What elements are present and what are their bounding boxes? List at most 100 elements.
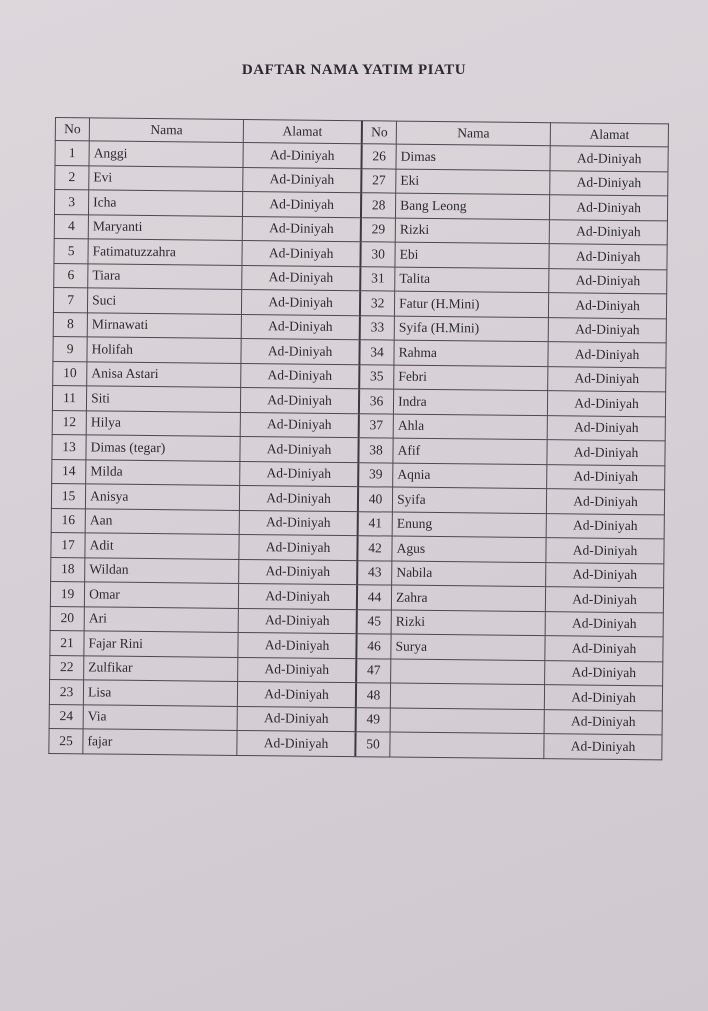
cell-no: 33 — [359, 315, 395, 341]
cell-alamat: Ad-Diniyah — [242, 191, 362, 218]
cell-nama: Nabila — [391, 560, 546, 587]
cell-alamat: Ad-Diniyah — [548, 317, 667, 343]
cell-no: 28 — [360, 192, 396, 218]
cell-no: 49 — [355, 707, 391, 733]
cell-nama: Syifa — [392, 487, 547, 514]
cell-nama: Aan — [85, 508, 240, 535]
table-row: 25 fajar Ad-Diniyah 50 Ad-Diniyah — [48, 728, 663, 760]
cell-alamat: Ad-Diniyah — [237, 681, 357, 708]
cell-nama: Fatimatuzzahra — [88, 238, 243, 265]
cell-alamat: Ad-Diniyah — [242, 166, 362, 193]
orphan-list-table: No Nama Alamat No Nama Alamat 1 Anggi Ad-D… — [48, 117, 669, 760]
cell-nama — [390, 707, 545, 734]
cell-alamat: Ad-Diniyah — [544, 709, 663, 735]
cell-alamat: Ad-Diniyah — [545, 562, 664, 588]
cell-no: 36 — [358, 388, 394, 414]
cell-alamat: Ad-Diniyah — [550, 145, 669, 172]
cell-no: 24 — [49, 703, 84, 729]
cell-nama: Evi — [88, 165, 244, 192]
cell-no: 30 — [360, 241, 396, 267]
cell-nama: Milda — [85, 459, 241, 486]
cell-nama: Bang Leong — [395, 193, 550, 220]
cell-alamat: Ad-Diniyah — [546, 513, 665, 539]
cell-no: 41 — [357, 511, 393, 537]
cell-nama: Zulfikar — [83, 655, 238, 682]
cell-no: 44 — [356, 584, 392, 610]
cell-alamat: Ad-Diniyah — [549, 170, 668, 196]
cell-alamat: Ad-Diniyah — [546, 488, 665, 515]
cell-alamat: Ad-Diniyah — [546, 464, 665, 490]
cell-alamat: Ad-Diniyah — [547, 439, 666, 466]
cell-no: 45 — [356, 609, 392, 635]
cell-no: 12 — [52, 409, 87, 435]
cell-alamat: Ad-Diniyah — [237, 632, 357, 659]
cell-no: 35 — [359, 364, 395, 390]
header-nama: Nama — [396, 121, 551, 146]
cell-nama: Dimas — [396, 144, 551, 171]
cell-alamat: Ad-Diniyah — [241, 313, 360, 340]
cell-nama — [389, 732, 545, 759]
cell-no: 1 — [54, 140, 90, 166]
cell-no: 37 — [358, 413, 394, 439]
cell-nama: Holifah — [87, 336, 242, 363]
cell-nama: Aqnia — [392, 462, 548, 489]
cell-no: 20 — [50, 605, 85, 631]
cell-alamat: Ad-Diniyah — [237, 705, 356, 732]
cell-alamat: Ad-Diniyah — [549, 243, 668, 270]
cell-alamat: Ad-Diniyah — [238, 607, 357, 634]
cell-no: 27 — [361, 168, 397, 194]
cell-nama: Zahra — [391, 585, 546, 612]
cell-nama: Talita — [394, 266, 550, 293]
cell-alamat: Ad-Diniyah — [237, 656, 357, 683]
cell-no: 11 — [52, 385, 87, 411]
cell-no: 6 — [53, 262, 89, 288]
cell-no: 8 — [53, 311, 88, 337]
cell-alamat: Ad-Diniyah — [240, 436, 359, 463]
cell-nama: Eki — [395, 168, 551, 195]
cell-alamat: Ad-Diniyah — [543, 733, 663, 760]
cell-no: 17 — [50, 532, 86, 558]
cell-nama: Mirnawati — [87, 312, 242, 339]
cell-no: 47 — [356, 658, 391, 684]
cell-nama: Rizki — [395, 217, 550, 244]
cell-alamat: Ad-Diniyah — [547, 390, 666, 417]
cell-alamat: Ad-Diniyah — [239, 534, 358, 561]
cell-nama: Ari — [84, 606, 239, 633]
cell-no: 9 — [52, 336, 88, 362]
cell-alamat: Ad-Diniyah — [547, 415, 666, 441]
cell-alamat: Ad-Diniyah — [238, 558, 358, 585]
cell-nama: Rahma — [394, 340, 549, 367]
cell-alamat: Ad-Diniyah — [549, 219, 668, 245]
cell-alamat: Ad-Diniyah — [238, 583, 358, 610]
cell-nama: Surya — [390, 634, 546, 661]
cell-nama: Hilya — [86, 410, 241, 437]
cell-alamat: Ad-Diniyah — [242, 240, 361, 267]
cell-nama: Wildan — [84, 557, 240, 584]
cell-nama: Adit — [84, 532, 240, 559]
cell-alamat: Ad-Diniyah — [548, 268, 667, 294]
cell-nama: Indra — [393, 389, 548, 416]
cell-no: 50 — [355, 731, 391, 757]
cell-no: 48 — [355, 682, 391, 708]
cell-nama — [390, 658, 545, 685]
cell-nama: Omar — [84, 581, 239, 608]
cell-alamat: Ad-Diniyah — [240, 362, 360, 389]
cell-no: 38 — [358, 437, 394, 463]
cell-nama: Ebi — [395, 242, 550, 269]
cell-alamat: Ad-Diniyah — [241, 264, 361, 291]
cell-alamat: Ad-Diniyah — [544, 660, 663, 686]
cell-no: 46 — [356, 633, 392, 659]
cell-no: 43 — [357, 560, 392, 586]
cell-no: 3 — [54, 189, 89, 215]
cell-nama: Syifa (H.Mini) — [394, 315, 549, 342]
cell-nama: Suci — [87, 287, 242, 314]
cell-alamat: Ad-Diniyah — [240, 411, 359, 438]
cell-alamat: Ad-Diniyah — [242, 215, 361, 242]
cell-nama: Fatur (H.Mini) — [394, 291, 549, 318]
cell-alamat: Ad-Diniyah — [548, 341, 667, 368]
cell-nama — [390, 683, 545, 710]
cell-nama: Ahla — [393, 413, 548, 440]
cell-nama: Afif — [393, 438, 548, 465]
cell-no: 40 — [357, 486, 393, 512]
cell-no: 10 — [52, 360, 88, 386]
